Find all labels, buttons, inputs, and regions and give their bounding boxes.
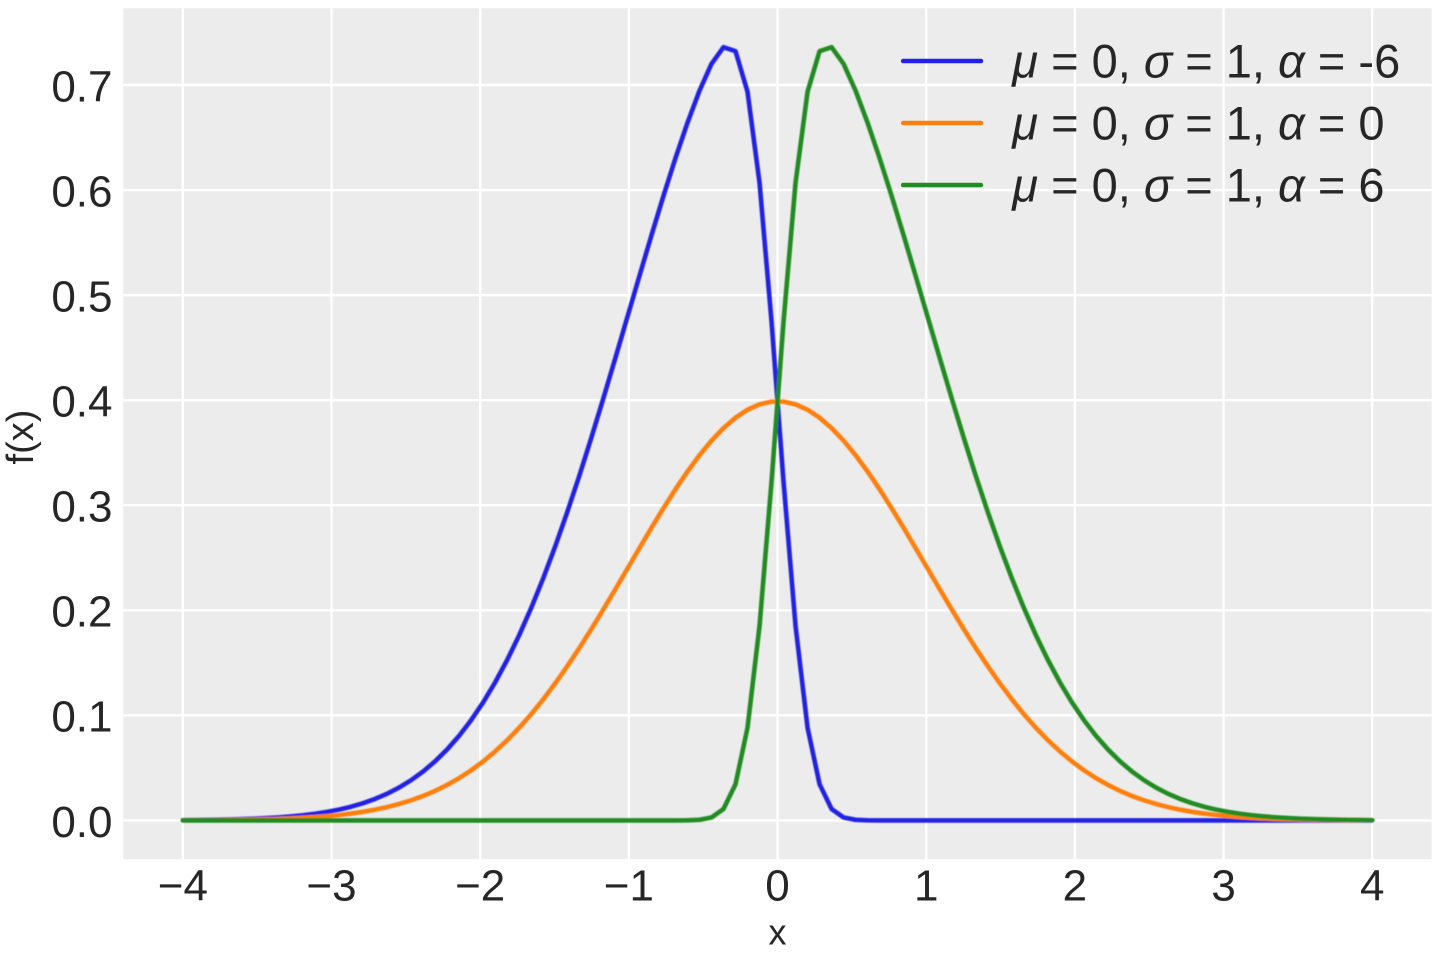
svg-text:1: 1 [914, 861, 938, 910]
svg-text:0.3: 0.3 [51, 483, 112, 532]
svg-text:μ = 0, σ = 1, α = 0: μ = 0, σ = 1, α = 0 [1011, 97, 1384, 150]
svg-text:0.0: 0.0 [51, 798, 112, 847]
svg-text:0.7: 0.7 [51, 62, 112, 111]
svg-text:−2: −2 [455, 861, 505, 910]
svg-text:2: 2 [1063, 861, 1087, 910]
svg-text:f(x): f(x) [0, 410, 42, 465]
svg-text:4: 4 [1360, 861, 1384, 910]
svg-text:−4: −4 [158, 861, 208, 910]
svg-text:3: 3 [1211, 861, 1235, 910]
svg-text:0.6: 0.6 [51, 167, 112, 216]
svg-text:x: x [769, 912, 787, 953]
svg-text:0.1: 0.1 [51, 693, 112, 742]
svg-text:0.4: 0.4 [51, 378, 112, 427]
svg-text:−1: −1 [604, 861, 654, 910]
svg-text:0: 0 [765, 861, 789, 910]
svg-text:0.2: 0.2 [51, 588, 112, 637]
svg-text:−3: −3 [306, 861, 356, 910]
svg-text:μ = 0, σ = 1, α = -6: μ = 0, σ = 1, α = -6 [1011, 35, 1400, 88]
svg-text:0.5: 0.5 [51, 273, 112, 322]
svg-text:μ = 0, σ = 1, α = 6: μ = 0, σ = 1, α = 6 [1011, 159, 1384, 212]
